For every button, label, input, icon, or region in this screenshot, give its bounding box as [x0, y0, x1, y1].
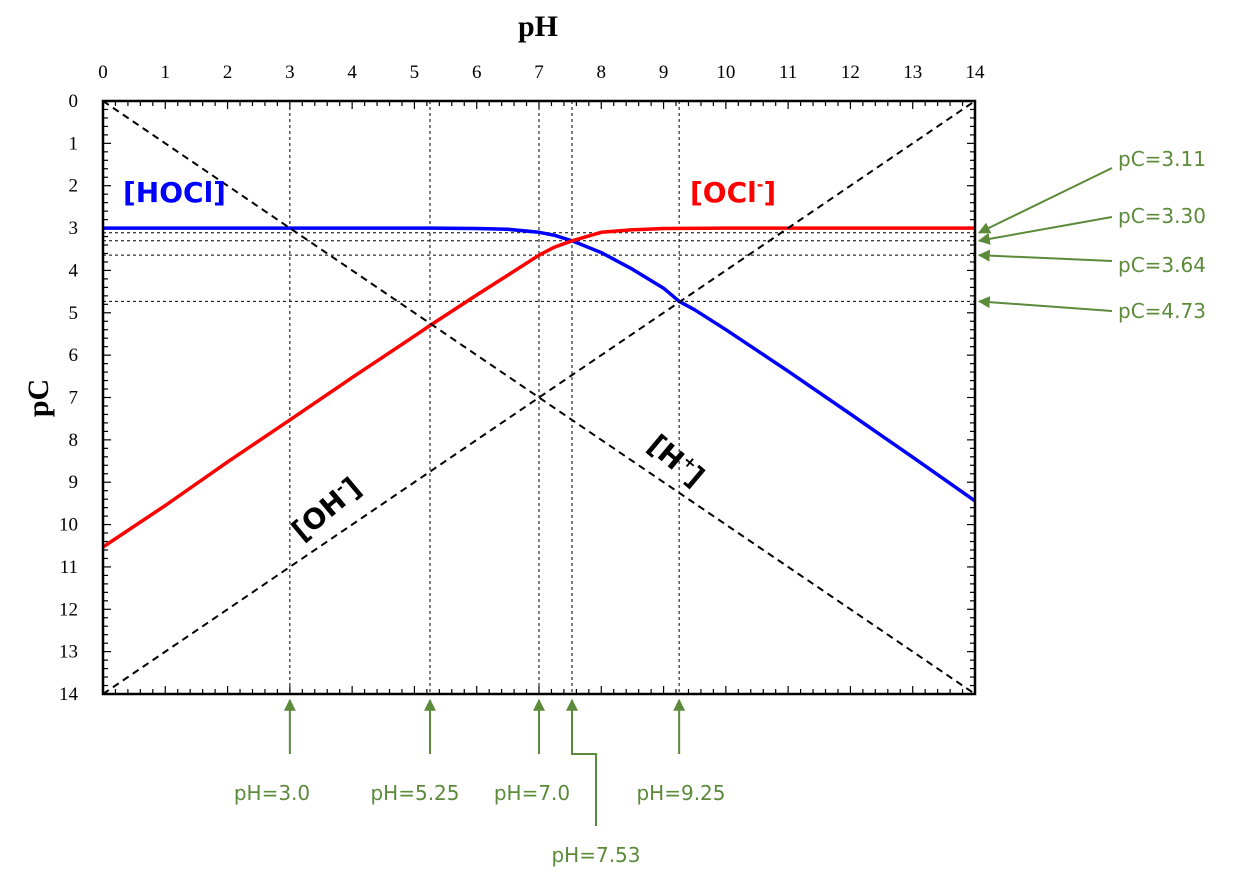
- x-tick-label: 12: [841, 62, 860, 83]
- annotations: pH=3.0 pH=5.25 pH=7.0 pH=7.53 pH=9.25 pC…: [234, 147, 1206, 867]
- x-tick-label: 1: [161, 62, 171, 83]
- ph-label-7-53: pH=7.53: [551, 843, 640, 867]
- series-line-h: [102, 100, 976, 695]
- y-tick-label: 12: [59, 599, 78, 620]
- x-tick-label: 9: [659, 62, 669, 83]
- series-label-h: [H+]: [642, 427, 712, 493]
- x-tick-label: 2: [223, 62, 233, 83]
- ph-label-3-0: pH=3.0: [234, 781, 310, 805]
- y-tick-label: 4: [69, 260, 79, 281]
- y-tick-label: 0: [69, 91, 79, 112]
- reference-lines: [103, 101, 975, 694]
- pc-arrow-4-73: [977, 296, 1113, 312]
- series-lines: [102, 100, 977, 695]
- x-tick-label: 4: [347, 62, 357, 83]
- pc-label-3-64: pC=3.64: [1118, 253, 1206, 277]
- y-tick-label: 8: [69, 430, 79, 451]
- x-tick-label: 3: [285, 62, 295, 83]
- ph-label-7-0: pH=7.0: [494, 781, 570, 805]
- ph-label-9-25: pH=9.25: [636, 781, 725, 805]
- pc-label-4-73: pC=4.73: [1118, 299, 1206, 323]
- series-label-ocl: [OCl-]: [690, 175, 776, 209]
- y-tick-label: 9: [69, 472, 79, 493]
- y-tick-label: 14: [59, 684, 79, 705]
- x-tick-label: 5: [410, 62, 420, 83]
- y-tick-label: 7: [69, 388, 79, 409]
- pc-arrow-3-64: [977, 249, 1113, 262]
- y-tick-label: 11: [60, 557, 78, 578]
- x-tick-label: 13: [903, 62, 922, 83]
- y-tick-label: 3: [69, 218, 79, 239]
- x-tick-label: 6: [472, 62, 482, 83]
- y-tick-label: 1: [69, 133, 79, 154]
- x-tick-labels: 0 1 2 3 4 5 6 7 8 9 10 11 12 13 14: [98, 62, 985, 83]
- series-label-hocl: [HOCl]: [123, 176, 226, 209]
- y-tick-label: 6: [69, 345, 79, 366]
- x-tick-label: 14: [966, 62, 986, 83]
- y-tick-label: 2: [69, 176, 79, 197]
- x-tick-label: 10: [716, 62, 735, 83]
- y-tick-label: 13: [59, 642, 78, 663]
- x-tick-label: 0: [98, 62, 108, 83]
- x-tick-label: 7: [534, 62, 544, 83]
- y-tick-label: 5: [69, 303, 79, 324]
- ph-arrow-7-53: [566, 698, 597, 826]
- y-axis-title: pC: [22, 379, 55, 417]
- series-label-oh: [OH-]: [285, 470, 368, 547]
- pc-label-3-30: pC=3.30: [1118, 204, 1206, 228]
- ph-label-5-25: pH=5.25: [370, 781, 459, 805]
- pc-arrow-3-3: [977, 216, 1113, 245]
- series-line-hocl: [103, 226, 977, 503]
- pc-arrow-3-11: [977, 167, 1113, 234]
- y-tick-label: 10: [59, 515, 78, 536]
- x-tick-label: 11: [779, 62, 797, 83]
- x-tick-label: 8: [597, 62, 607, 83]
- series-line-oh: [102, 100, 976, 695]
- x-axis-title: pH: [518, 10, 558, 43]
- pc-label-3-11: pC=3.11: [1118, 147, 1206, 171]
- plot-frame: [101, 99, 977, 696]
- series-line-ocl: [102, 226, 975, 549]
